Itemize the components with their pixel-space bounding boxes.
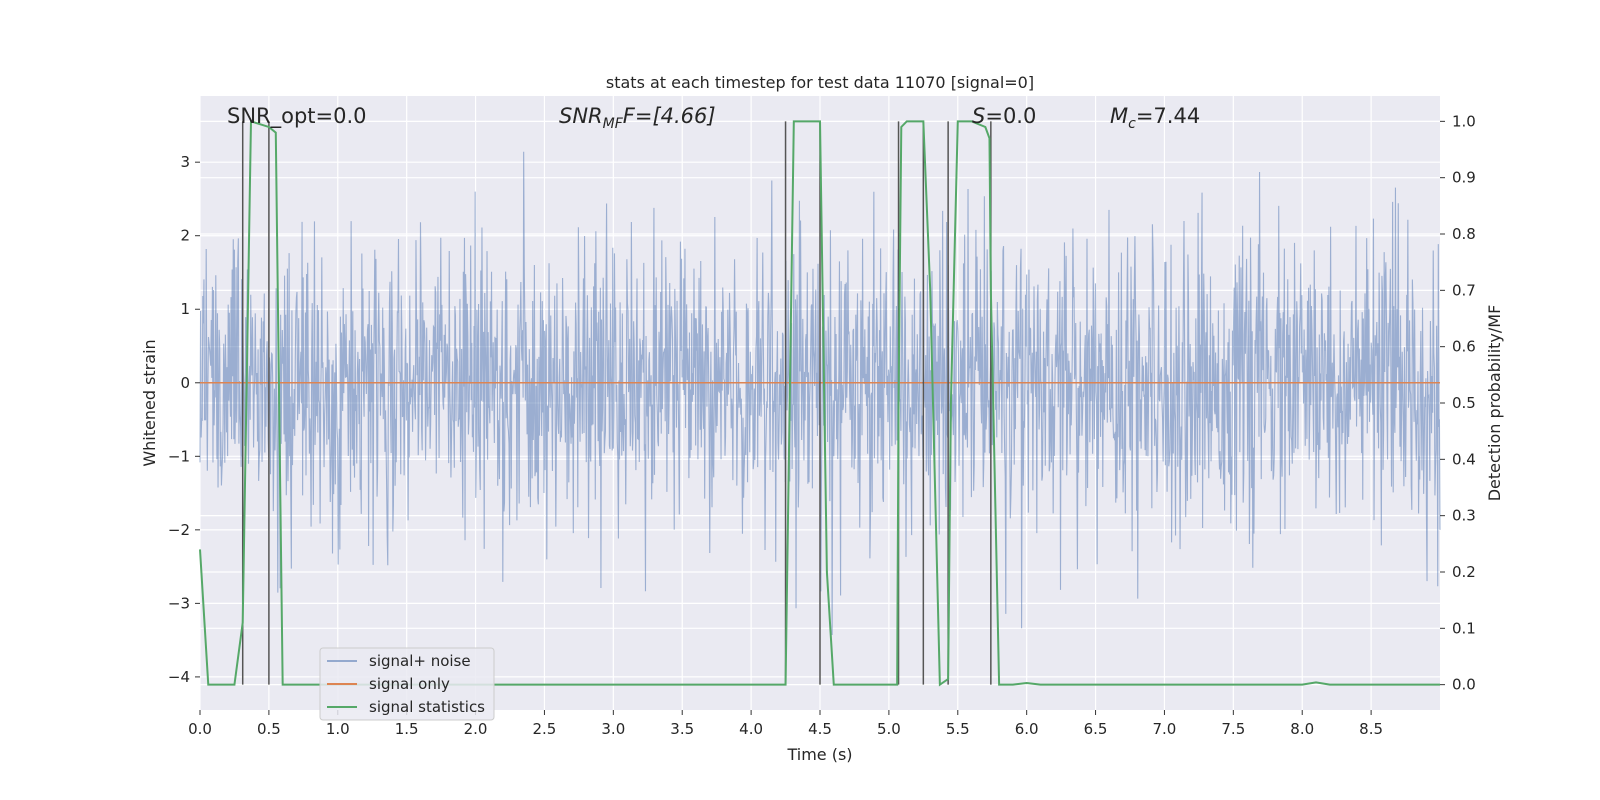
chart-title: stats at each timestep for test data 110… [606, 73, 1034, 92]
y2-tick-label: 0.3 [1452, 507, 1476, 525]
vertical-markers [199, 119, 1440, 687]
y-tick-label: −4 [168, 668, 190, 686]
x-tick-label: 4.0 [739, 720, 763, 738]
x-tick-label: 2.5 [533, 720, 557, 738]
x-tick-label: 1.0 [326, 720, 350, 738]
y2-axis-label: Detection probability/MF [1485, 305, 1504, 502]
x-tick-label: 6.5 [1084, 720, 1108, 738]
annotation-mc-sub: c [1128, 116, 1136, 132]
y-tick-label: 3 [180, 153, 190, 171]
x-tick-label: 3.0 [601, 720, 625, 738]
annotation-mc-value: =7.44 [1136, 104, 1200, 128]
x-tick-label: 5.0 [877, 720, 901, 738]
y2-tick-label: 0.6 [1452, 338, 1476, 356]
y2-tick-label: 0.0 [1452, 676, 1476, 694]
annotation-s-value: =0.0 [985, 104, 1036, 128]
legend: signal+ noise signal only signal statist… [319, 647, 495, 721]
y2-tick-label: 0.1 [1452, 619, 1476, 637]
y-tick-label: 2 [180, 227, 190, 245]
y-tick-label: −2 [168, 521, 190, 539]
legend-label-signal-statistics: signal statistics [369, 698, 485, 716]
x-tick-label: 3.5 [670, 720, 694, 738]
x-tick-label: 5.5 [946, 720, 970, 738]
y2-tick-label: 0.8 [1452, 225, 1476, 243]
x-tick-label: 8.0 [1290, 720, 1314, 738]
y-tick-label: 0 [180, 374, 190, 392]
annotation-snr-mf: SNRMFF=[4.66] [559, 104, 716, 132]
annotation-mc-main: M [1110, 104, 1128, 128]
annotation-s-main: S [972, 104, 985, 128]
y2-tick-label: 0.2 [1452, 563, 1476, 581]
legend-label-signal-noise: signal+ noise [369, 652, 471, 670]
x-tick-label: 6.0 [1015, 720, 1039, 738]
y-tick-label: 1 [180, 300, 190, 318]
y2-tick-label: 0.7 [1452, 281, 1476, 299]
legend-label-signal-only: signal only [369, 675, 450, 693]
y-axis-label: Whitened strain [140, 339, 159, 466]
x-tick-label: 7.5 [1221, 720, 1245, 738]
y-tick-label: −3 [168, 594, 190, 612]
y-tick-labels: 3 2 1 0 −1 −2 −3 −4 [168, 153, 200, 686]
x-tick-label: 4.5 [808, 720, 832, 738]
y2-tick-label: 0.4 [1452, 450, 1476, 468]
x-tick-label: 0.5 [257, 720, 281, 738]
y2-tick-label: 0.9 [1452, 169, 1476, 187]
y-tick-label: −1 [168, 447, 190, 465]
y2-tick-labels: 1.0 0.9 0.8 0.7 0.6 0.5 0.4 0.3 0.2 0.1 0.0 [1440, 112, 1476, 694]
annotation-snr-mf-main: SNR [559, 104, 603, 128]
x-tick-label: 2.0 [464, 720, 488, 738]
annotation-snr-mf-sub: MF [603, 116, 624, 132]
x-axis-label: Time (s) [786, 745, 852, 764]
x-tick-label: 7.0 [1153, 720, 1177, 738]
x-tick-label: 8.5 [1359, 720, 1383, 738]
annotation-snr-opt: SNR_opt=0.0 [227, 104, 367, 129]
annotation-snr-mf-value: F=[4.66] [623, 104, 716, 128]
legend-box [319, 647, 495, 721]
x-tick-label: 0.0 [188, 720, 212, 738]
x-tick-labels: 0.0 0.5 1.0 1.5 2.0 2.5 3.0 3.5 4.0 4.5 5.0 5.5 6.0 6… [188, 710, 1383, 738]
annotation-s: S=0.0 [972, 104, 1036, 128]
annotation-mc: Mc=7.44 [1110, 104, 1200, 132]
y2-tick-label: 1.0 [1452, 112, 1476, 130]
y2-tick-label: 0.5 [1452, 394, 1476, 412]
series-signal-statistics-line [199, 119, 1440, 687]
x-tick-label: 1.5 [395, 720, 419, 738]
